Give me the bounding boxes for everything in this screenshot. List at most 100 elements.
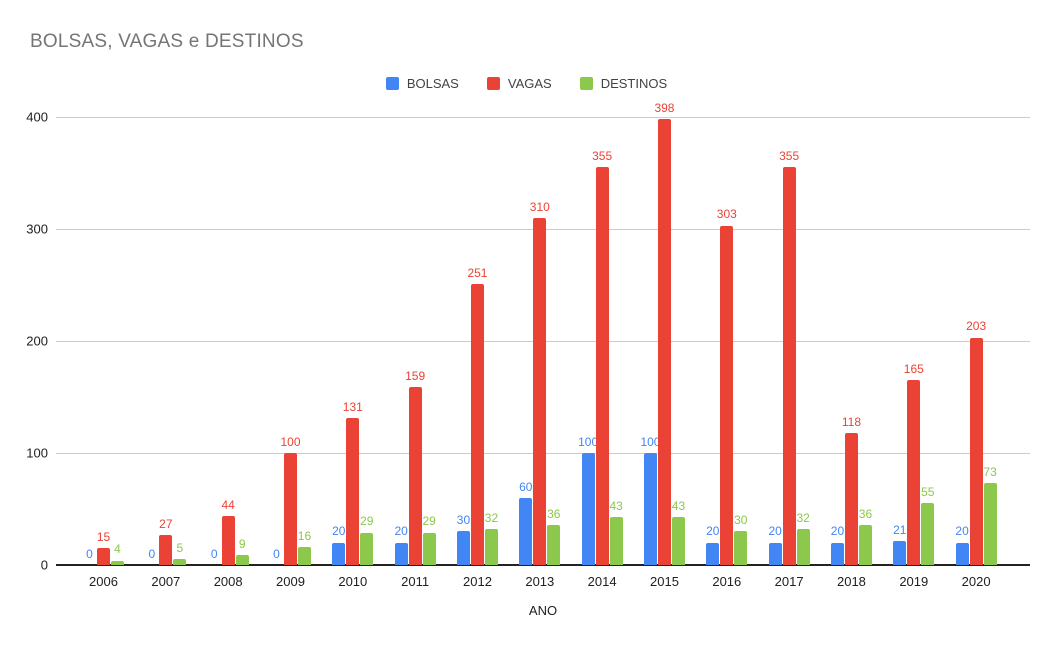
bar-vagas-2011[interactable] bbox=[408, 386, 422, 565]
bar-vagas-2006[interactable] bbox=[97, 548, 110, 565]
x-tick-label-2013: 2013 bbox=[525, 574, 555, 589]
value-label-vagas-2007: 27 bbox=[159, 516, 173, 531]
value-label-destinos-2007: 5 bbox=[176, 541, 184, 556]
plot-area: 0 15 4 0 27 5 0 44 9 0 100 16 20 131 29 20 159 29 30 251 32 6… bbox=[56, 101, 1030, 566]
x-tick-label-2019: 2019 bbox=[899, 574, 929, 589]
bar-destinos-2013[interactable] bbox=[547, 524, 561, 565]
bar-bolsas-2013[interactable] bbox=[519, 497, 533, 565]
x-tick-label-2008: 2008 bbox=[213, 574, 243, 589]
value-label-vagas-2011: 159 bbox=[405, 368, 426, 383]
bar-bolsas-2017[interactable] bbox=[768, 542, 782, 565]
bar-vagas-2020[interactable] bbox=[969, 337, 983, 565]
bar-vagas-2007[interactable] bbox=[159, 534, 173, 565]
bar-vagas-2014[interactable] bbox=[595, 167, 609, 565]
x-axis-line bbox=[56, 564, 1030, 566]
gridline-400 bbox=[56, 117, 1030, 118]
x-tick-label-2020: 2020 bbox=[961, 574, 991, 589]
value-label-vagas-2014: 355 bbox=[592, 149, 613, 164]
value-label-vagas-2020: 203 bbox=[966, 319, 987, 334]
bar-destinos-2006[interactable] bbox=[111, 560, 124, 565]
bar-vagas-2012[interactable] bbox=[470, 283, 484, 565]
value-label-vagas-2010: 131 bbox=[342, 400, 363, 415]
x-tick-label-2015: 2015 bbox=[650, 574, 679, 589]
legend-item-vagas[interactable]: VAGAS bbox=[486, 76, 552, 91]
bar-destinos-2016[interactable] bbox=[734, 531, 748, 565]
bar-bolsas-2020[interactable] bbox=[955, 542, 969, 565]
bar-vagas-2017[interactable] bbox=[782, 167, 796, 565]
value-label-bolsas-2011: 20 bbox=[394, 524, 408, 539]
value-label-destinos-2014: 43 bbox=[609, 498, 623, 513]
legend-swatch-vagas-icon bbox=[486, 77, 500, 90]
bar-vagas-2018[interactable] bbox=[844, 432, 858, 565]
value-label-vagas-2012: 251 bbox=[467, 265, 488, 280]
legend-item-bolsas[interactable]: BOLSAS bbox=[385, 76, 459, 91]
bar-bolsas-2018[interactable] bbox=[830, 542, 844, 565]
bar-vagas-2016[interactable] bbox=[720, 225, 734, 565]
value-label-vagas-2019: 165 bbox=[903, 362, 924, 377]
value-label-destinos-2009: 16 bbox=[297, 528, 312, 543]
bar-bolsas-2019[interactable] bbox=[893, 541, 907, 565]
y-tick-label-300: 300 bbox=[26, 221, 48, 237]
bar-destinos-2010[interactable] bbox=[360, 532, 374, 565]
bar-vagas-2019[interactable] bbox=[907, 380, 921, 565]
bar-bolsas-2015[interactable] bbox=[643, 453, 657, 565]
value-label-destinos-2019: 55 bbox=[921, 485, 935, 500]
x-axis-title: ANO bbox=[528, 603, 558, 618]
value-label-destinos-2015: 43 bbox=[671, 498, 686, 513]
value-label-vagas-2015: 398 bbox=[654, 101, 675, 116]
bar-bolsas-2010[interactable] bbox=[332, 542, 346, 565]
value-label-vagas-2006: 15 bbox=[96, 530, 111, 545]
bar-destinos-2017[interactable] bbox=[796, 529, 810, 565]
bar-destinos-2018[interactable] bbox=[858, 524, 872, 565]
bar-destinos-2012[interactable] bbox=[484, 529, 498, 565]
bar-vagas-2009[interactable] bbox=[283, 453, 297, 565]
bar-vagas-2008[interactable] bbox=[221, 515, 235, 565]
value-label-bolsas-2010: 20 bbox=[332, 524, 346, 539]
value-label-bolsas-2006: 0 bbox=[86, 546, 93, 561]
bar-vagas-2010[interactable] bbox=[346, 418, 360, 565]
value-label-destinos-2020: 73 bbox=[983, 465, 997, 480]
value-label-vagas-2018: 118 bbox=[841, 414, 862, 429]
y-tick-label-0: 0 bbox=[40, 557, 48, 573]
x-tick-label-2011: 2011 bbox=[401, 574, 430, 589]
value-label-vagas-2009: 100 bbox=[280, 434, 301, 449]
value-label-bolsas-2015: 100 bbox=[640, 434, 661, 449]
bar-bolsas-2011[interactable] bbox=[394, 542, 408, 565]
value-label-bolsas-2013: 60 bbox=[519, 479, 533, 494]
legend-label-destinos: DESTINOS bbox=[600, 76, 668, 91]
legend-swatch-destinos-icon bbox=[579, 77, 593, 90]
value-label-bolsas-2009: 0 bbox=[273, 546, 280, 561]
value-label-destinos-2011: 29 bbox=[422, 514, 436, 529]
bar-destinos-2019[interactable] bbox=[921, 503, 935, 565]
bar-destinos-2011[interactable] bbox=[422, 532, 436, 565]
y-tick-label-100: 100 bbox=[26, 445, 48, 461]
value-label-destinos-2018: 36 bbox=[858, 506, 873, 521]
x-tick-label-2016: 2016 bbox=[712, 574, 742, 589]
bar-bolsas-2014[interactable] bbox=[581, 453, 595, 565]
y-axis: 0 100 200 300 400 bbox=[0, 110, 48, 573]
x-tick-label-2006: 2006 bbox=[89, 574, 118, 589]
bar-destinos-2007[interactable] bbox=[173, 559, 187, 565]
bar-destinos-2014[interactable] bbox=[609, 516, 623, 565]
value-label-bolsas-2012: 30 bbox=[456, 513, 471, 528]
value-label-bolsas-2007: 0 bbox=[148, 546, 156, 561]
value-label-bolsas-2008: 0 bbox=[210, 546, 218, 561]
x-tick-label-2007: 2007 bbox=[151, 574, 181, 589]
bar-bolsas-2016[interactable] bbox=[706, 542, 720, 565]
value-label-bolsas-2018: 20 bbox=[830, 524, 845, 539]
bar-destinos-2009[interactable] bbox=[297, 547, 311, 565]
legend-item-destinos[interactable]: DESTINOS bbox=[579, 76, 668, 91]
value-label-bolsas-2019: 21 bbox=[893, 523, 907, 538]
value-label-destinos-2008: 9 bbox=[238, 536, 246, 551]
bar-vagas-2015[interactable] bbox=[657, 119, 671, 565]
bar-bolsas-2012[interactable] bbox=[456, 531, 470, 565]
bar-destinos-2020[interactable] bbox=[983, 483, 997, 565]
bar-destinos-2008[interactable] bbox=[235, 554, 249, 565]
value-label-destinos-2006: 4 bbox=[114, 542, 121, 557]
bar-vagas-2013[interactable] bbox=[533, 217, 547, 565]
x-tick-label-2018: 2018 bbox=[836, 574, 866, 589]
value-label-bolsas-2017: 20 bbox=[768, 524, 782, 539]
value-label-bolsas-2016: 20 bbox=[706, 524, 720, 539]
bar-destinos-2015[interactable] bbox=[671, 516, 685, 565]
